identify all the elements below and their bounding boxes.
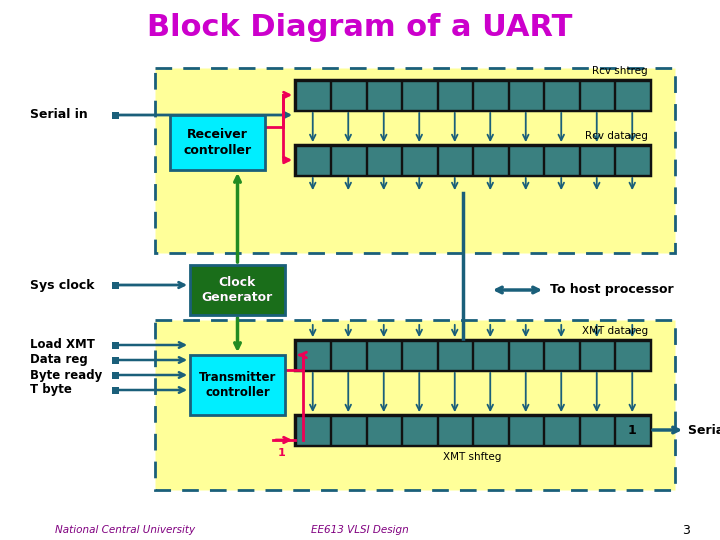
Bar bbox=[544, 80, 578, 110]
Bar bbox=[295, 145, 650, 175]
Text: 1: 1 bbox=[628, 423, 636, 436]
Text: Serial out: Serial out bbox=[688, 423, 720, 436]
Bar bbox=[580, 145, 614, 174]
Bar bbox=[615, 145, 649, 174]
Text: 3: 3 bbox=[682, 523, 690, 537]
Text: Clock
Generator: Clock Generator bbox=[202, 276, 273, 304]
Text: Rcv shtreg: Rcv shtreg bbox=[593, 66, 648, 76]
Bar bbox=[331, 145, 366, 174]
Bar bbox=[615, 341, 649, 369]
Text: Sys clock: Sys clock bbox=[30, 279, 94, 292]
Bar bbox=[112, 387, 119, 394]
Bar bbox=[155, 68, 675, 253]
Text: Transmitter
controller: Transmitter controller bbox=[199, 371, 276, 399]
Bar bbox=[295, 80, 650, 110]
Bar bbox=[295, 340, 650, 370]
Text: 1: 1 bbox=[278, 448, 286, 458]
Bar bbox=[508, 341, 543, 369]
Bar bbox=[438, 145, 472, 174]
Text: Serial in: Serial in bbox=[30, 107, 88, 120]
Bar bbox=[402, 415, 436, 444]
Bar bbox=[402, 80, 436, 110]
Bar bbox=[112, 111, 119, 118]
Bar bbox=[615, 80, 649, 110]
Text: Rcv datareg: Rcv datareg bbox=[585, 131, 648, 141]
Bar bbox=[402, 145, 436, 174]
Text: XMT shfteg: XMT shfteg bbox=[444, 452, 502, 462]
Bar bbox=[508, 415, 543, 444]
Bar bbox=[438, 415, 472, 444]
Bar bbox=[544, 145, 578, 174]
Bar bbox=[112, 372, 119, 379]
Text: XMT datareg: XMT datareg bbox=[582, 326, 648, 336]
Text: Block Diagram of a UART: Block Diagram of a UART bbox=[148, 14, 572, 43]
Bar bbox=[580, 341, 614, 369]
Bar bbox=[112, 341, 119, 348]
Bar bbox=[331, 80, 366, 110]
Bar bbox=[402, 341, 436, 369]
Bar bbox=[544, 341, 578, 369]
Bar bbox=[473, 415, 508, 444]
Bar bbox=[295, 341, 330, 369]
Bar bbox=[190, 265, 285, 315]
Bar bbox=[366, 341, 401, 369]
Bar bbox=[295, 415, 330, 444]
Bar bbox=[190, 355, 285, 415]
Bar bbox=[544, 415, 578, 444]
Text: Clock
Generator: Clock Generator bbox=[202, 276, 273, 304]
Text: Byte ready: Byte ready bbox=[30, 368, 102, 381]
Bar bbox=[615, 415, 649, 444]
Text: T byte: T byte bbox=[30, 383, 72, 396]
Bar bbox=[295, 145, 330, 174]
Text: National Central University: National Central University bbox=[55, 525, 195, 535]
Text: Data reg: Data reg bbox=[30, 354, 88, 367]
Bar bbox=[295, 415, 650, 445]
Bar bbox=[438, 80, 472, 110]
Bar bbox=[438, 341, 472, 369]
Text: Receiver
controller: Receiver controller bbox=[184, 129, 251, 157]
Bar bbox=[366, 80, 401, 110]
Bar bbox=[331, 415, 366, 444]
Bar bbox=[508, 80, 543, 110]
Bar bbox=[473, 341, 508, 369]
Bar bbox=[112, 356, 119, 363]
Bar bbox=[580, 415, 614, 444]
Bar bbox=[366, 145, 401, 174]
Text: EE613 VLSI Design: EE613 VLSI Design bbox=[311, 525, 409, 535]
Bar bbox=[331, 341, 366, 369]
Bar bbox=[580, 80, 614, 110]
Bar bbox=[473, 80, 508, 110]
Text: Load XMT: Load XMT bbox=[30, 339, 95, 352]
Bar bbox=[295, 80, 330, 110]
Bar bbox=[473, 145, 508, 174]
Text: To host processor: To host processor bbox=[550, 284, 674, 296]
Bar bbox=[170, 115, 265, 170]
Bar bbox=[112, 281, 119, 288]
Bar bbox=[366, 415, 401, 444]
Bar bbox=[508, 145, 543, 174]
Bar bbox=[155, 320, 675, 490]
